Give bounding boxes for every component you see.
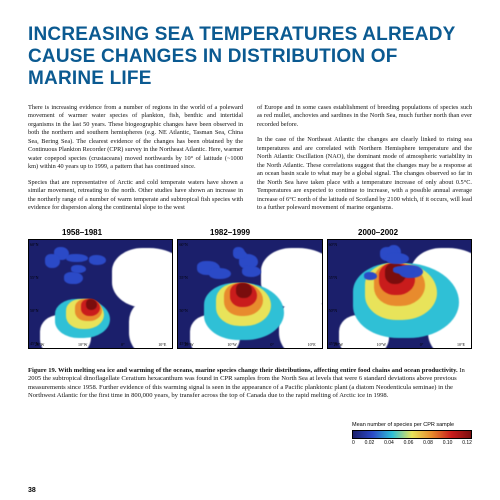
legend-title: Mean number of species per CPR sample <box>352 422 472 428</box>
year-2: 1982–1999 <box>176 228 324 237</box>
year-1: 1958–1981 <box>28 228 176 237</box>
lon-axis: 20°W 10°W 0° 10°E <box>29 342 172 347</box>
para-l1: There is increasing evidence from a numb… <box>28 104 243 172</box>
page-title: INCREASING SEA TEMPERATURES ALREADY CAUS… <box>28 24 472 90</box>
legend-gradient <box>352 430 472 439</box>
colorbar-legend: Mean number of species per CPR sample 0 … <box>352 422 472 446</box>
para-l2: Species that are representative of Arcti… <box>28 179 243 213</box>
year-3: 2000–2002 <box>324 228 472 237</box>
para-r2: In the case of the Northeast Atlantic th… <box>257 136 472 213</box>
column-left: There is increasing evidence from a numb… <box>28 104 243 220</box>
column-right: of Europe and in some cases establishmen… <box>257 104 472 220</box>
lat-axis: 60°N 55°N 50°N 45°N <box>329 240 338 348</box>
figure-caption: Figure 19. With melting sea ice and warm… <box>28 367 472 401</box>
lat-axis: 60°N 55°N 50°N 45°N <box>179 240 188 348</box>
map-panel-3: 60°N 55°N 50°N 45°N 20°W 10°W 0° 10°E <box>327 239 472 349</box>
lat-axis: 60°N 55°N 50°N 45°N <box>30 240 39 348</box>
body-columns: There is increasing evidence from a numb… <box>28 104 472 220</box>
lon-axis: 20°W 10°W 0° 10°E <box>328 342 471 347</box>
map-year-labels: 1958–1981 1982–1999 2000–2002 <box>28 228 472 237</box>
lon-axis: 20°W 10°W 0° 10°E <box>178 342 321 347</box>
map-panels: 60°N 55°N 50°N 45°N 20°W 10°W 0° 10°E 60… <box>28 239 472 349</box>
legend-ticks: 0 0.02 0.04 0.06 0.08 0.10 0.12 <box>352 440 472 446</box>
caption-bold: Figure 19. With melting sea ice and warm… <box>28 367 458 374</box>
map-panel-2: 60°N 55°N 50°N 45°N 20°W 10°W 0° 10°E <box>177 239 322 349</box>
para-r1: of Europe and in some cases establishmen… <box>257 104 472 130</box>
map-panel-1: 60°N 55°N 50°N 45°N 20°W 10°W 0° 10°E <box>28 239 173 349</box>
page-number: 38 <box>28 487 36 494</box>
